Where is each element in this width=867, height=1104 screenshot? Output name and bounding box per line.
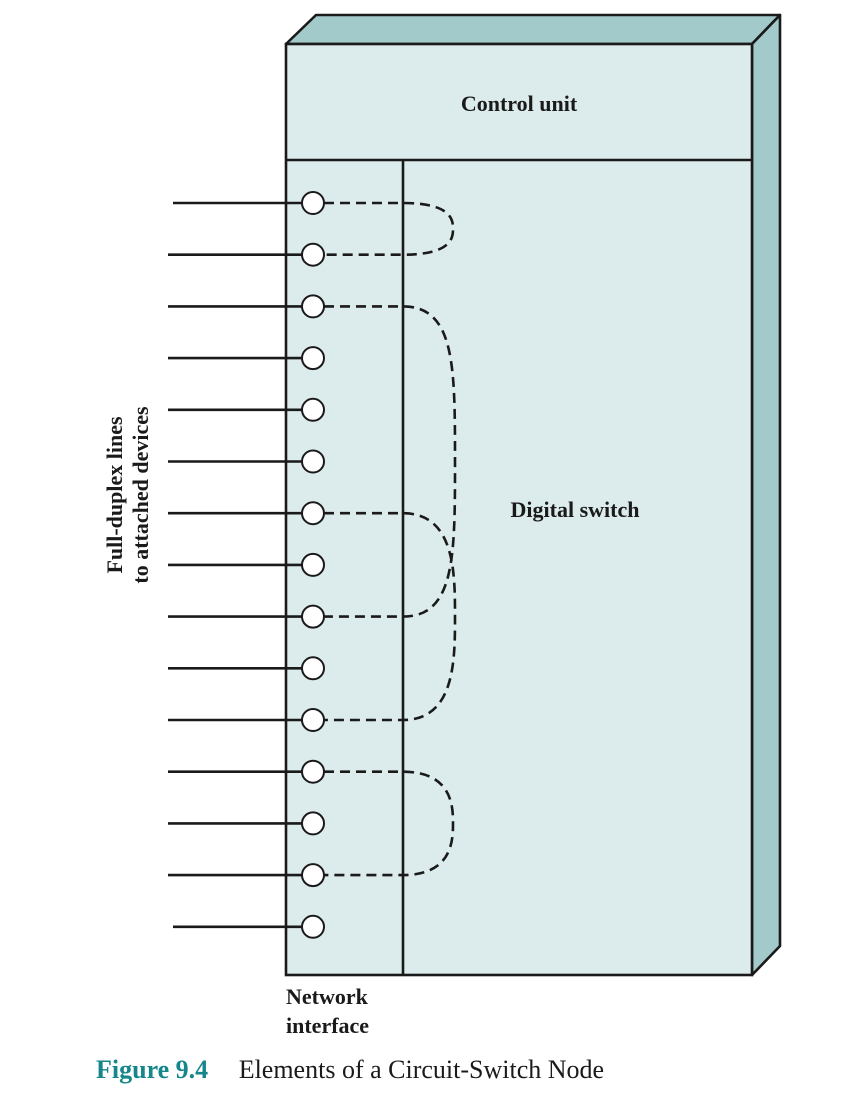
interface-port	[301, 346, 325, 371]
interface-port	[301, 863, 325, 888]
interface-port	[301, 708, 325, 732]
control-unit-label: Control unit	[461, 91, 578, 116]
interface-port	[301, 397, 325, 422]
interface-port	[301, 759, 325, 784]
interface-port	[301, 656, 325, 681]
switch-connection-path	[324, 770, 455, 877]
box-top-face	[284, 13, 782, 46]
interface-port	[301, 914, 325, 939]
full-duplex-lines-label-line1: Full-duplex lines	[102, 416, 127, 574]
switch-connection-path	[324, 511, 457, 722]
interface-port	[301, 604, 325, 629]
box-front-face	[284, 42, 754, 977]
interface-port	[301, 811, 325, 836]
network-interface-label-line2: interface	[286, 1013, 369, 1038]
full-duplex-lines-label-line2: to attached devices	[128, 406, 153, 584]
interface-port	[301, 191, 325, 215]
interface-port	[301, 294, 325, 319]
figure-title: Elements of a Circuit-Switch Node	[239, 1055, 604, 1084]
switch-connection-path	[324, 201, 455, 256]
digital-switch-label: Digital switch	[511, 497, 640, 522]
switch-connection-path	[324, 305, 457, 618]
full-duplex-lines-label: Full-duplex lines to attached devices	[102, 406, 153, 584]
interface-ports	[301, 191, 325, 939]
interface-port	[301, 501, 325, 526]
interface-port	[301, 242, 325, 267]
interface-port	[301, 449, 325, 474]
network-interface-label-line1: Network	[286, 984, 369, 1009]
figure-number: Figure 9.4	[96, 1055, 208, 1084]
figure-caption: Figure 9.4 Elements of a Circuit-Switch …	[96, 1055, 604, 1084]
switch-connections	[324, 201, 457, 877]
full-duplex-lines	[168, 201, 302, 929]
box-side-face	[750, 13, 782, 977]
interface-port	[301, 552, 325, 577]
